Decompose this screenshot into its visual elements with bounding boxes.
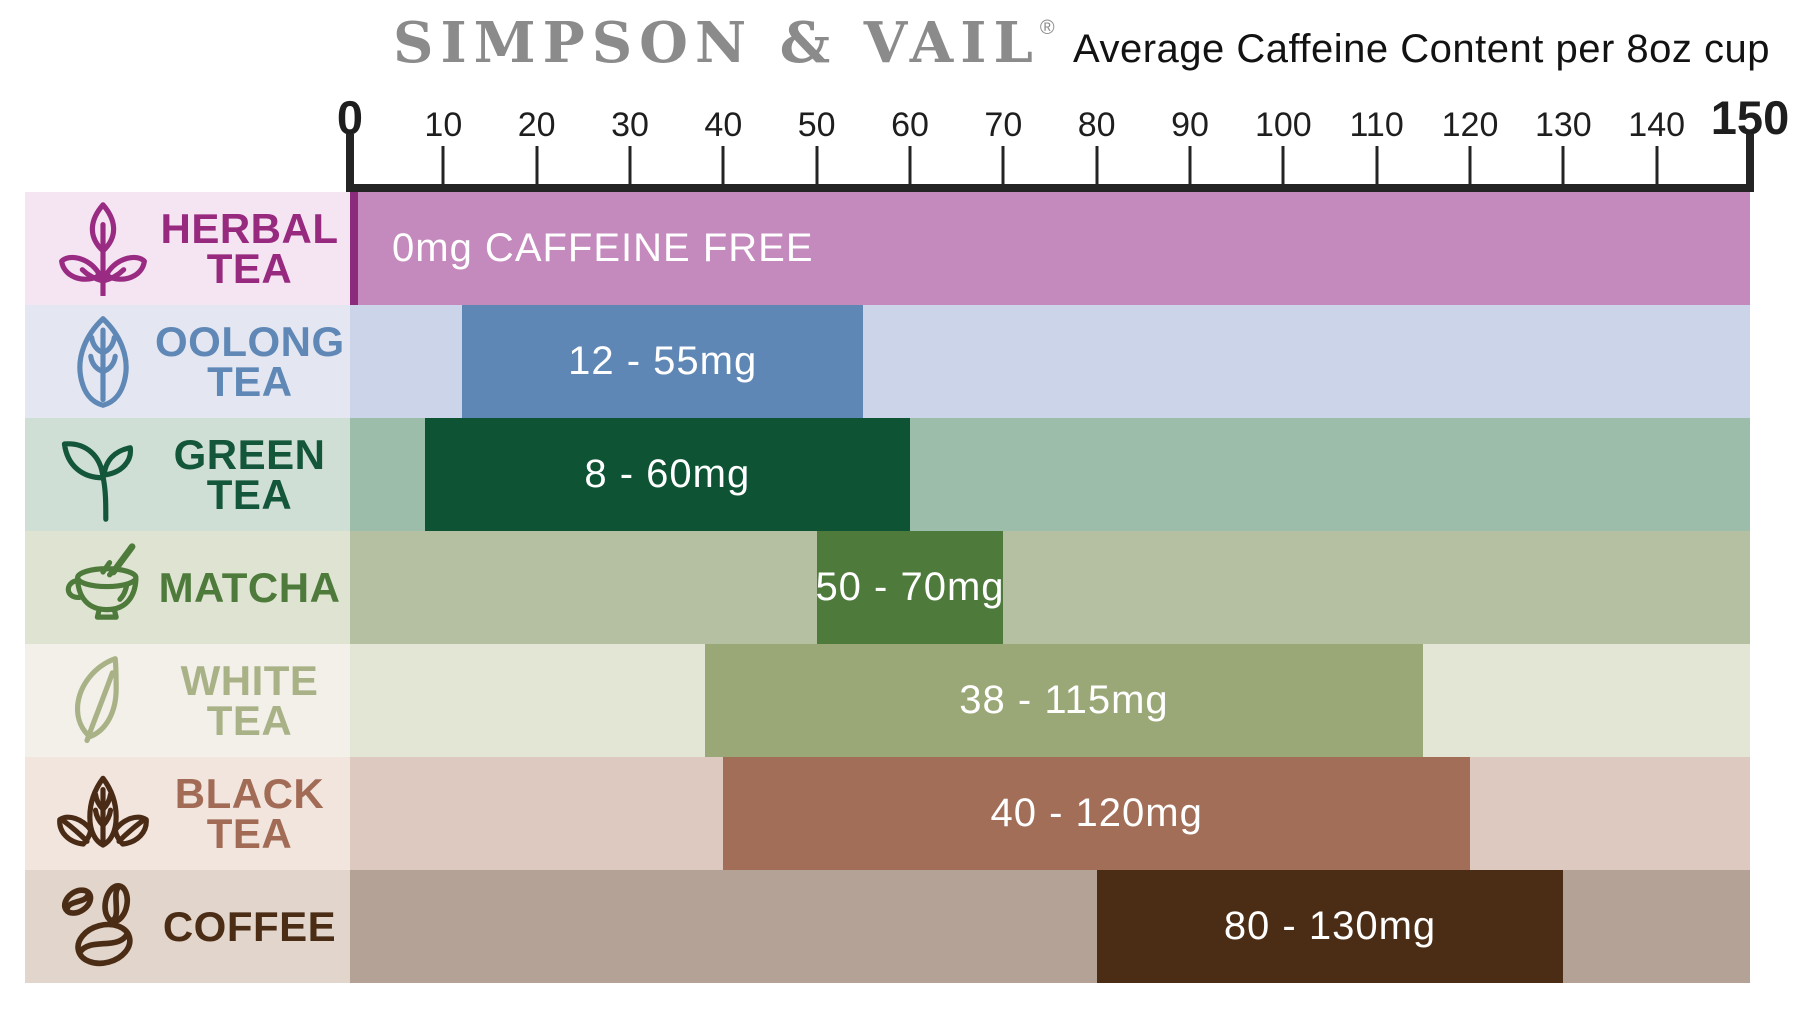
tick-mark (1468, 146, 1472, 184)
tick-mark (441, 146, 445, 184)
tick-mark (346, 134, 354, 192)
chart-row-green-tea: GREEN TEA 8 - 60mg (25, 418, 1750, 531)
tick-label: 140 (1628, 106, 1686, 144)
row-bar: 40 - 120mg (723, 757, 1470, 870)
row-label-cell: OOLONG TEA (25, 305, 350, 418)
tick-label: 70 (984, 106, 1023, 144)
white-leaf-icon (51, 654, 155, 748)
row-track: 8 - 60mg (350, 418, 1750, 531)
tick-label: 50 (797, 106, 836, 144)
tick-label: 130 (1534, 106, 1592, 144)
tick-mark (1001, 146, 1005, 184)
row-label-cell: GREEN TEA (25, 418, 350, 531)
row-track: 0mg CAFFEINE FREE (350, 192, 1750, 305)
matcha-bowl-icon (51, 541, 155, 635)
tick-mark (908, 146, 912, 184)
tick-label: 60 (891, 106, 929, 144)
chart-title: Average Caffeine Content per 8oz cup (1073, 27, 1771, 71)
plot-area: 0 10 20 30 40 50 60 70 80 90 100 110 120 130 140 150 (337, 0, 1789, 1013)
tick-mark (1655, 146, 1659, 184)
row-label: COFFEE (162, 902, 337, 950)
row-label: WHITE TEA (180, 656, 319, 744)
tick-label: 120 (1441, 106, 1499, 144)
black-leaves-icon (51, 767, 155, 861)
tick-label: 10 (424, 106, 463, 144)
row-track: 38 - 115mg (350, 644, 1750, 757)
tick-mark (1095, 146, 1099, 184)
row-label-cell: BLACK TEA (25, 757, 350, 870)
tick-label: 100 (1254, 106, 1312, 144)
row-track: 50 - 70mg (350, 531, 1750, 644)
row-label-cell: WHITE TEA (25, 644, 350, 757)
row-label: MATCHA (158, 563, 341, 611)
row-label-cell: COFFEE (25, 870, 350, 983)
row-label: GREEN TEA (173, 430, 326, 518)
chart-row-herbal-tea: HERBAL TEA 0mg CAFFEINE FREE (25, 192, 1750, 305)
oolong-leaf-icon (51, 315, 155, 409)
header: SIMPSON & VAIL® Average Caffeine Content… (393, 10, 1770, 76)
row-bar: 50 - 70mg (815, 531, 1005, 644)
row-track: 80 - 130mg (350, 870, 1750, 983)
row-label-cell: HERBAL TEA (25, 192, 350, 305)
tick-mark (628, 146, 632, 184)
tick-mark (1281, 146, 1285, 184)
green-sprout-icon (51, 428, 155, 522)
tick-label: 90 (1171, 106, 1209, 144)
row-bar: 8 - 60mg (424, 418, 910, 531)
tick-label: 40 (704, 106, 743, 144)
chart-rows: HERBAL TEA 0mg CAFFEINE FREE OOLONG TEA 12… (25, 192, 1750, 983)
tick-mark (1561, 146, 1565, 184)
bar-value-label: 12 - 55mg (568, 339, 758, 383)
row-label: BLACK TEA (174, 769, 325, 857)
tick-mark (815, 146, 819, 184)
tick-label: 80 (1077, 106, 1116, 144)
row-bar: 80 - 130mg (1096, 870, 1564, 983)
row-label: OOLONG TEA (155, 317, 345, 405)
tick-mark (1188, 146, 1192, 184)
chart-row-matcha: MATCHA 50 - 70mg (25, 531, 1750, 644)
bar-value-label: 38 - 115mg (959, 678, 1169, 722)
row-bar: 0mg CAFFEINE FREE (350, 192, 1750, 305)
tick-mark (1375, 146, 1379, 184)
tick-mark (535, 146, 539, 184)
bar-value-label: 40 - 120mg (990, 791, 1203, 835)
tick-mark (721, 146, 725, 184)
row-bar: 38 - 115mg (704, 644, 1424, 757)
bar-value-label: 0mg CAFFEINE FREE (392, 226, 814, 270)
chart-row-white-tea: WHITE TEA 38 - 115mg (25, 644, 1750, 757)
row-label-cell: MATCHA (25, 531, 350, 644)
registered-mark-icon: ® (1039, 17, 1055, 39)
x-axis-line (350, 184, 1750, 192)
row-bar: 12 - 55mg (462, 305, 864, 418)
tick-label: 30 (611, 106, 649, 144)
bar-value-label: 50 - 70mg (815, 565, 1005, 609)
row-track: 12 - 55mg (350, 305, 1750, 418)
chart-row-black-tea: BLACK TEA 40 - 120mg (25, 757, 1750, 870)
tick-label: 20 (517, 106, 556, 144)
chart-row-oolong-tea: OOLONG TEA 12 - 55mg (25, 305, 1750, 418)
row-label: HERBAL TEA (160, 204, 339, 292)
bar-value-label: 8 - 60mg (584, 452, 751, 496)
bar-value-label: 80 - 130mg (1223, 904, 1437, 948)
tick-label: 110 (1349, 106, 1404, 144)
brand-logo: SIMPSON & VAIL (393, 10, 1040, 76)
chart-row-coffee: COFFEE 80 - 130mg (25, 870, 1750, 983)
tick-mark (1746, 134, 1754, 192)
herbal-tea-icon (51, 202, 155, 296)
coffee-beans-icon (51, 880, 155, 974)
row-track: 40 - 120mg (350, 757, 1750, 870)
